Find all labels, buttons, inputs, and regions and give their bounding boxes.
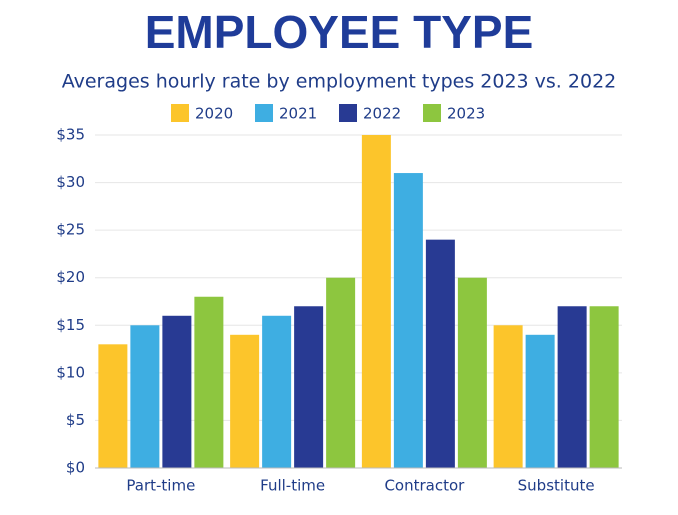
y-tick-label: $0 — [66, 459, 85, 477]
chart-title: EMPLOYEE TYPE — [145, 6, 534, 58]
legend-label: 2020 — [195, 105, 233, 123]
y-tick-label: $15 — [56, 316, 85, 334]
bar — [294, 306, 324, 468]
bar — [557, 306, 587, 468]
bar — [262, 315, 292, 468]
legend-label: 2023 — [447, 105, 485, 123]
legend-label: 2021 — [279, 105, 317, 123]
x-tick-label: Part-time — [126, 477, 195, 495]
bar — [162, 315, 192, 468]
y-tick-label: $30 — [56, 173, 85, 191]
legend-label: 2022 — [363, 105, 401, 123]
chart-subtitle: Averages hourly rate by employment types… — [62, 71, 617, 93]
legend-swatch — [339, 104, 357, 122]
bar — [130, 325, 160, 468]
x-tick-label: Substitute — [518, 477, 595, 495]
x-tick-label: Full-time — [260, 477, 325, 495]
bar — [525, 334, 555, 468]
bar — [230, 334, 260, 468]
legend-swatch — [255, 104, 273, 122]
y-tick-label: $20 — [56, 268, 85, 286]
legend-swatch — [171, 104, 189, 122]
bar — [425, 239, 455, 468]
legend-swatch — [423, 104, 441, 122]
bar — [457, 277, 487, 468]
bar — [98, 344, 128, 468]
y-tick-label: $5 — [66, 411, 85, 429]
y-tick-label: $10 — [56, 363, 85, 381]
bar — [589, 306, 619, 468]
bar — [493, 325, 523, 468]
bar — [326, 277, 356, 468]
y-tick-label: $35 — [56, 126, 85, 144]
bar — [194, 296, 224, 468]
x-tick-label: Contractor — [384, 477, 465, 495]
y-tick-label: $25 — [56, 221, 85, 239]
bar — [361, 135, 391, 468]
bar — [393, 173, 423, 469]
